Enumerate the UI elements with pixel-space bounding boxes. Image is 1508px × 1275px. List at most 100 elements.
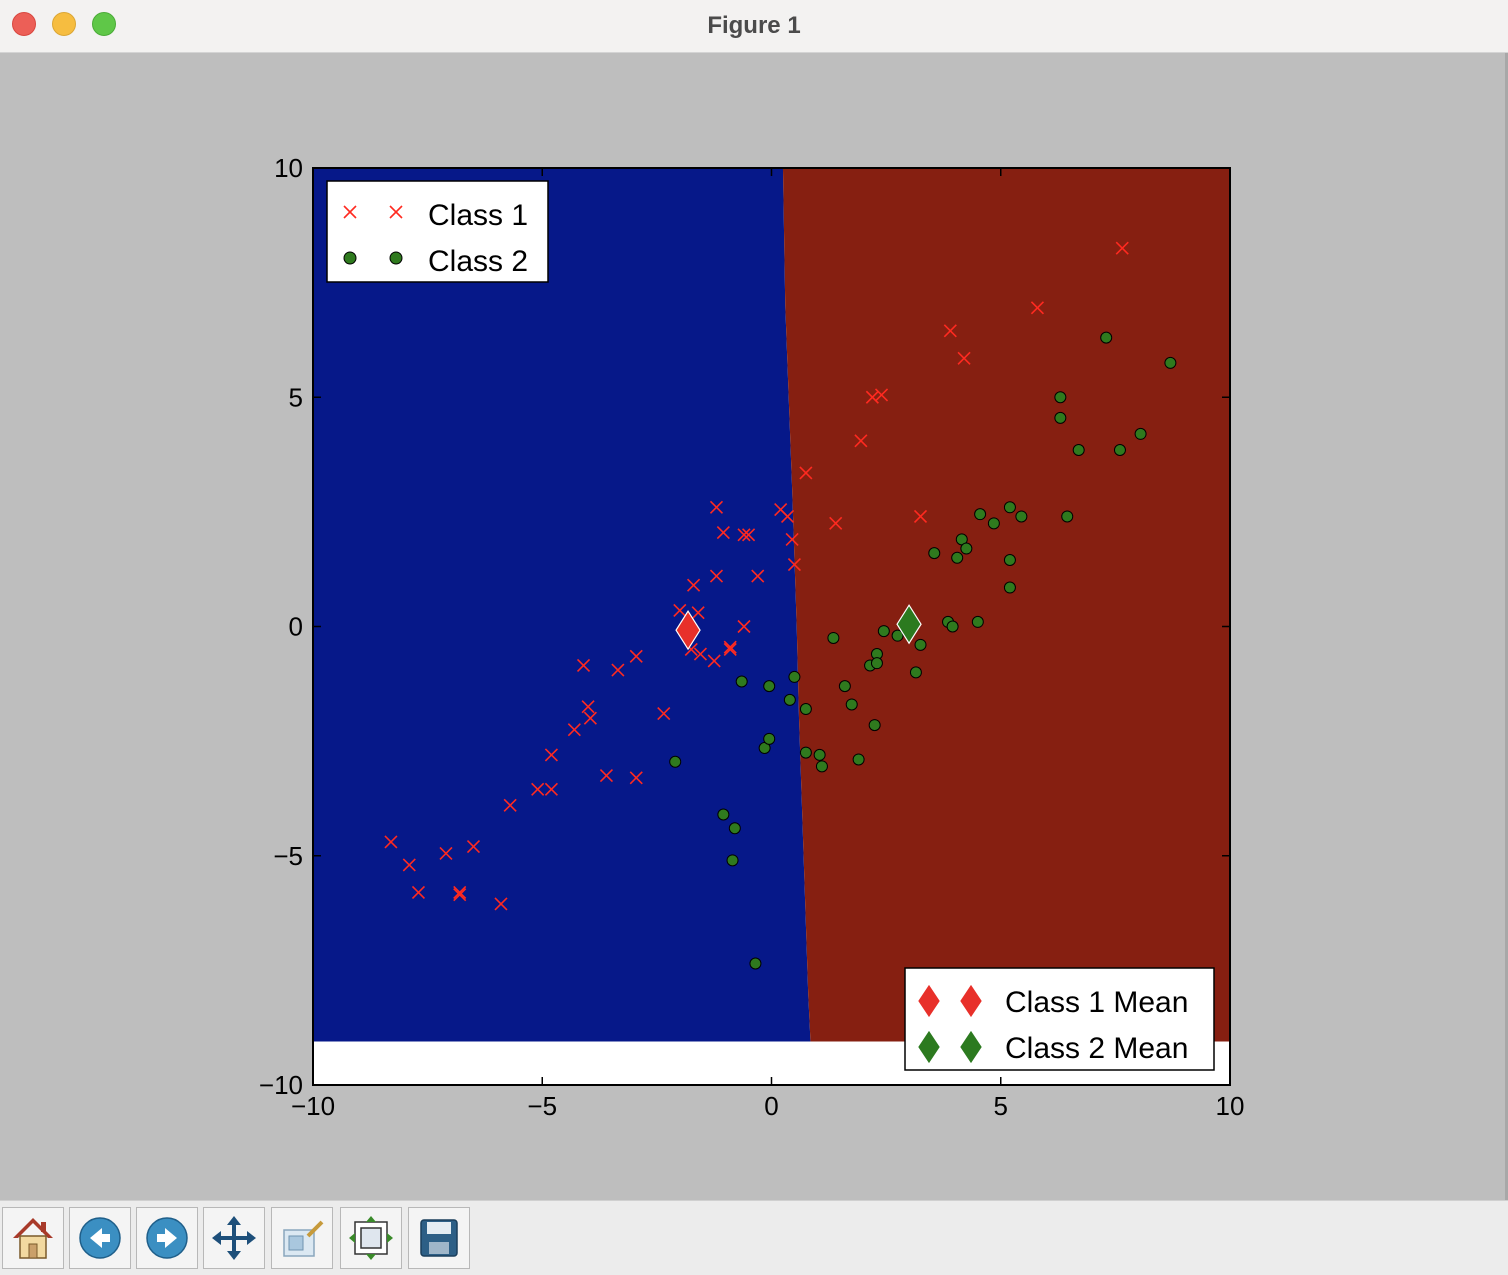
pan-icon — [212, 1216, 256, 1260]
legend-class1-marker — [389, 205, 403, 219]
class1-point — [531, 782, 545, 796]
class2-point — [928, 547, 941, 560]
class2-point — [799, 746, 812, 759]
class1-point — [723, 642, 737, 656]
class2-point — [960, 542, 973, 555]
y-tick-label: −10 — [259, 1070, 303, 1100]
legend-mean1-label: Class 1 Mean — [1005, 986, 1188, 1019]
class1-point — [780, 509, 795, 524]
class1-point — [567, 723, 581, 737]
y-tick-label: 5 — [289, 382, 303, 412]
class2-point — [763, 732, 776, 745]
class2-point — [827, 631, 840, 644]
class1-point — [673, 603, 687, 618]
class1-point — [629, 649, 643, 663]
class2-point — [1061, 510, 1074, 523]
legend-box — [904, 967, 1215, 1071]
class1-point — [599, 768, 614, 783]
class2-point — [909, 666, 922, 679]
class1-point — [657, 707, 671, 721]
zoom-button[interactable] — [271, 1207, 333, 1269]
class1-mean-marker — [675, 610, 701, 651]
save-icon — [420, 1219, 458, 1257]
class2-point — [852, 753, 865, 766]
class2-point — [845, 698, 858, 711]
class1-point — [716, 525, 730, 540]
window-edge — [1505, 53, 1508, 1200]
class1-point — [1030, 301, 1044, 315]
class2-point — [1003, 554, 1016, 567]
class1-point — [611, 663, 625, 677]
class1-point — [709, 500, 724, 514]
subplots-button[interactable] — [340, 1207, 402, 1269]
class1-point — [751, 569, 765, 583]
legend-class2-marker — [343, 251, 357, 265]
y-tick-label: 0 — [289, 612, 303, 642]
class1-point — [742, 528, 756, 542]
class1-point — [629, 771, 643, 785]
legend-upper-left: Class 1 Class 2 — [326, 180, 549, 283]
class2-point — [870, 657, 883, 670]
class1-point — [691, 606, 705, 620]
class1-point — [411, 885, 426, 899]
class1-point — [544, 748, 558, 762]
class1-point — [943, 324, 957, 338]
class1-point — [693, 647, 707, 661]
class1-point — [707, 654, 721, 668]
class2-mean-marker — [896, 604, 922, 645]
class1-point — [686, 578, 701, 592]
x-tick-label: 0 — [764, 1091, 778, 1121]
class2-point — [946, 620, 959, 633]
decision-region-class1 — [313, 168, 811, 1042]
class2-point — [1003, 501, 1016, 514]
class1-point — [874, 388, 889, 402]
subplots-icon — [349, 1216, 393, 1260]
class1-point — [453, 888, 467, 902]
home-icon — [13, 1218, 53, 1259]
title-bar: Figure 1 — [0, 0, 1508, 53]
class2-point — [987, 517, 1000, 530]
class1-point — [785, 532, 799, 546]
class2-point — [815, 760, 828, 773]
legend-mean2-label: Class 2 Mean — [1005, 1032, 1188, 1065]
class1-point — [466, 840, 481, 854]
class2-point — [974, 508, 987, 521]
class2-point — [735, 675, 748, 688]
class2-point — [669, 755, 682, 768]
class2-point — [1113, 443, 1126, 456]
class1-point — [854, 434, 868, 448]
x-tick-label: −10 — [291, 1091, 335, 1121]
class2-point — [951, 551, 964, 564]
figure-canvas[interactable]: −10 −5 0 5 10 −10 −5 0 5 10 Class 1 Class 2 Class 1 … — [0, 53, 1508, 1200]
pan-button[interactable] — [203, 1207, 265, 1269]
forward-icon — [146, 1217, 188, 1259]
home-button[interactable] — [2, 1207, 64, 1269]
save-button[interactable] — [408, 1207, 470, 1269]
class2-point — [868, 719, 881, 732]
minimize-window-button[interactable] — [52, 12, 76, 36]
class1-point — [439, 846, 453, 861]
legend-class2-marker — [389, 251, 403, 265]
class2-point — [1100, 331, 1113, 344]
legend-lower-right: Class 1 Mean Class 2 Mean — [904, 967, 1215, 1071]
class2-point — [783, 693, 796, 706]
class2-point — [1054, 391, 1067, 404]
legend-mean2-marker — [918, 1030, 940, 1064]
class1-point — [829, 516, 843, 530]
close-window-button[interactable] — [12, 12, 36, 36]
class1-point — [709, 569, 724, 583]
class2-point — [799, 703, 812, 716]
class2-point — [717, 808, 730, 821]
class2-point — [1164, 356, 1177, 369]
class1-point — [737, 619, 751, 634]
class1-point — [503, 798, 517, 812]
legend-mean2-marker — [960, 1030, 982, 1064]
class2-point — [971, 615, 984, 628]
maximize-window-button[interactable] — [92, 12, 116, 36]
class2-point — [1072, 443, 1085, 456]
navigation-toolbar — [0, 1200, 1508, 1275]
forward-button[interactable] — [136, 1207, 198, 1269]
class1-point — [576, 658, 591, 673]
class1-point — [402, 858, 416, 872]
back-button[interactable] — [69, 1207, 131, 1269]
